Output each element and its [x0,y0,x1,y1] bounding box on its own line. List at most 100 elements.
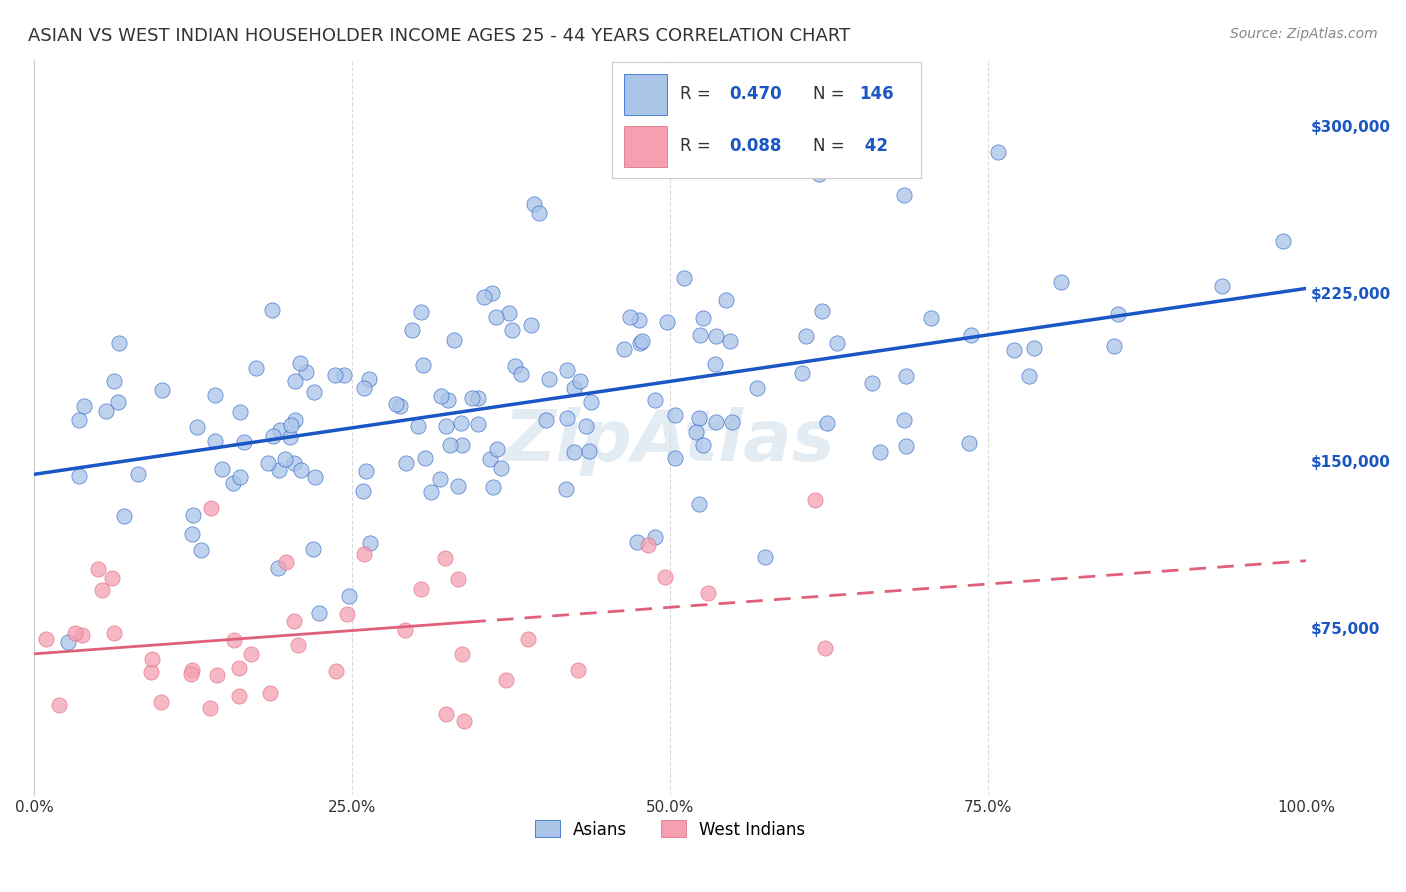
Asians [628,336,651,351]
West Indians [48,698,70,713]
Asians [794,328,817,343]
Asians [631,334,654,348]
Asians [626,534,648,549]
Asians [288,356,311,370]
Asians [1107,307,1129,321]
Asians [67,469,90,483]
Asians [1050,276,1073,290]
Asians [211,462,233,476]
Asians [1211,279,1233,293]
Asians [555,410,578,425]
Asians [413,450,436,465]
Asians [429,472,451,486]
Asians [485,442,508,456]
West Indians [259,686,281,700]
Text: 0.088: 0.088 [730,137,782,155]
Asians [443,334,465,348]
Asians [815,416,838,430]
Asians [395,456,418,470]
Asians [860,376,883,391]
Asians [434,418,457,433]
Asians [510,367,533,381]
West Indians [516,632,538,646]
Asians [688,410,710,425]
Text: R =: R = [679,85,716,103]
Asians [401,323,423,337]
Asians [627,313,650,327]
Asians [108,335,131,350]
West Indians [274,555,297,569]
West Indians [139,665,162,679]
Bar [624,74,668,114]
Asians [1018,368,1040,383]
Asians [439,438,461,452]
Asians [893,188,915,202]
West Indians [103,625,125,640]
Legend: Asians, West Indians: Asians, West Indians [529,814,811,846]
West Indians [141,651,163,665]
Asians [790,366,813,380]
Asians [720,415,742,429]
Asians [673,270,696,285]
Text: Source: ZipAtlas.com: Source: ZipAtlas.com [1230,27,1378,41]
Asians [520,318,543,332]
Asians [811,304,834,318]
Asians [501,323,523,337]
Asians [467,417,489,432]
Asians [204,434,226,448]
Asians [689,327,711,342]
Asians [960,327,983,342]
Asians [354,464,377,478]
Asians [437,392,460,407]
Asians [472,290,495,304]
West Indians [91,583,114,598]
Asians [827,335,849,350]
Asians [579,395,602,409]
Asians [467,391,489,405]
Asians [304,469,326,483]
Asians [718,334,741,348]
Asians [420,485,443,500]
Asians [267,561,290,575]
Text: N =: N = [813,85,849,103]
Asians [67,413,90,427]
West Indians [283,615,305,629]
Asians [538,372,561,386]
West Indians [336,607,359,621]
West Indians [228,689,250,703]
West Indians [654,570,676,584]
Asians [302,541,325,556]
West Indians [224,632,246,647]
Asians [302,385,325,400]
Asians [72,400,94,414]
Asians [262,429,284,443]
Asians [229,405,252,419]
West Indians [353,547,375,561]
West Indians [434,706,457,721]
Asians [339,589,361,603]
Asians [204,388,226,402]
Asians [714,293,737,307]
Asians [103,375,125,389]
Asians [575,419,598,434]
Asians [644,392,666,407]
Asians [578,444,600,458]
West Indians [394,624,416,638]
Asians [685,425,707,439]
Asians [481,285,503,300]
Asians [278,430,301,444]
Asians [181,508,204,523]
West Indians [63,625,86,640]
Asians [186,420,208,434]
West Indians [87,562,110,576]
West Indians [101,570,124,584]
Asians [957,436,980,450]
West Indians [181,663,204,677]
Asians [389,399,412,413]
West Indians [150,695,173,709]
Asians [894,439,917,453]
Text: 42: 42 [859,137,889,155]
Asians [429,389,451,403]
Asians [308,606,330,620]
Asians [893,413,915,427]
